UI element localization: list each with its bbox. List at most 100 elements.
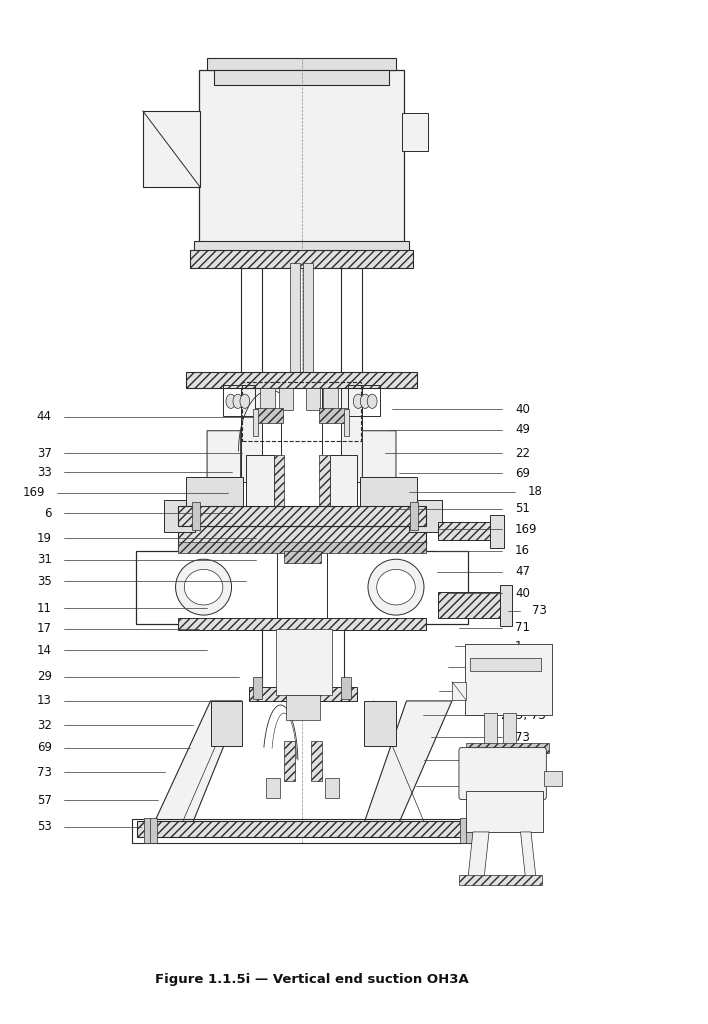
Ellipse shape: [377, 569, 415, 605]
Text: 40: 40: [515, 587, 530, 600]
Bar: [190, 250, 413, 268]
Text: 40: 40: [515, 402, 530, 416]
Text: Figure 1.1.5i — Vertical end suction OH3A: Figure 1.1.5i — Vertical end suction OH3…: [155, 973, 469, 986]
Text: 17: 17: [37, 623, 52, 635]
Bar: [466, 818, 473, 843]
Polygon shape: [362, 431, 396, 512]
Bar: [410, 502, 418, 530]
Text: 26: 26: [515, 754, 530, 766]
Circle shape: [353, 394, 363, 409]
Bar: [143, 111, 200, 187]
Bar: [275, 629, 331, 695]
Polygon shape: [468, 831, 489, 878]
Text: 73: 73: [515, 731, 530, 744]
Text: 49: 49: [515, 423, 530, 436]
Text: 11: 11: [37, 602, 52, 615]
Bar: [149, 818, 156, 843]
Bar: [290, 263, 300, 400]
Circle shape: [360, 394, 370, 409]
Bar: [365, 700, 396, 745]
Bar: [324, 778, 338, 799]
Bar: [466, 742, 549, 753]
Bar: [246, 455, 273, 508]
Bar: [273, 455, 284, 508]
Bar: [241, 268, 262, 390]
Bar: [464, 644, 552, 715]
Ellipse shape: [184, 569, 223, 605]
Text: 169: 169: [515, 523, 537, 536]
Text: 16: 16: [515, 544, 530, 557]
Bar: [500, 585, 512, 626]
Bar: [249, 687, 357, 700]
Bar: [466, 792, 543, 831]
Bar: [144, 818, 151, 843]
Bar: [284, 740, 295, 781]
Text: OH3A: OH3A: [484, 647, 518, 660]
Bar: [253, 410, 258, 436]
Bar: [438, 522, 491, 541]
Bar: [223, 385, 255, 416]
Bar: [253, 677, 263, 699]
Text: 44: 44: [37, 410, 52, 423]
Polygon shape: [154, 700, 242, 822]
Bar: [341, 388, 362, 481]
Bar: [214, 71, 389, 85]
Bar: [186, 372, 417, 388]
Text: 37: 37: [37, 446, 52, 460]
Bar: [132, 819, 476, 843]
Bar: [266, 778, 280, 799]
Text: 13: 13: [37, 694, 52, 708]
Bar: [284, 551, 321, 563]
Circle shape: [226, 394, 236, 409]
Text: 57: 57: [37, 794, 52, 807]
Bar: [360, 477, 417, 508]
Ellipse shape: [176, 559, 232, 615]
Bar: [459, 874, 542, 885]
Text: 14: 14: [37, 644, 52, 656]
Text: 73: 73: [37, 766, 52, 778]
Bar: [195, 241, 409, 253]
Bar: [207, 58, 396, 71]
Bar: [311, 740, 322, 781]
Ellipse shape: [368, 559, 424, 615]
Bar: [178, 543, 426, 553]
Bar: [137, 821, 469, 837]
Text: 22: 22: [515, 446, 530, 460]
Text: 1: 1: [515, 640, 523, 652]
Text: 32: 32: [37, 719, 52, 732]
Text: 69: 69: [515, 467, 530, 480]
Text: 31: 31: [37, 553, 52, 566]
Bar: [255, 409, 282, 423]
Bar: [199, 71, 404, 248]
Bar: [178, 526, 426, 553]
FancyBboxPatch shape: [459, 748, 547, 800]
Bar: [341, 677, 350, 699]
Text: 19: 19: [37, 531, 52, 545]
Text: 71: 71: [515, 622, 530, 634]
Text: 35: 35: [37, 574, 52, 588]
Polygon shape: [207, 431, 241, 512]
Bar: [241, 388, 262, 481]
Bar: [136, 551, 468, 624]
Bar: [491, 515, 504, 548]
Bar: [341, 268, 362, 390]
Bar: [329, 455, 358, 508]
Bar: [452, 682, 466, 699]
Text: 169: 169: [22, 486, 45, 500]
Bar: [319, 455, 329, 508]
Text: 239, 73: 239, 73: [501, 709, 546, 722]
Text: 53: 53: [37, 820, 52, 834]
Bar: [277, 545, 327, 626]
Text: 51: 51: [515, 503, 530, 515]
Bar: [503, 713, 515, 745]
Text: 18: 18: [527, 485, 542, 499]
Bar: [242, 382, 361, 441]
Bar: [323, 388, 338, 411]
Circle shape: [240, 394, 250, 409]
Bar: [178, 617, 426, 630]
Bar: [409, 500, 442, 532]
Circle shape: [367, 394, 377, 409]
Circle shape: [233, 394, 243, 409]
Bar: [343, 410, 349, 436]
Text: 29: 29: [37, 670, 52, 683]
